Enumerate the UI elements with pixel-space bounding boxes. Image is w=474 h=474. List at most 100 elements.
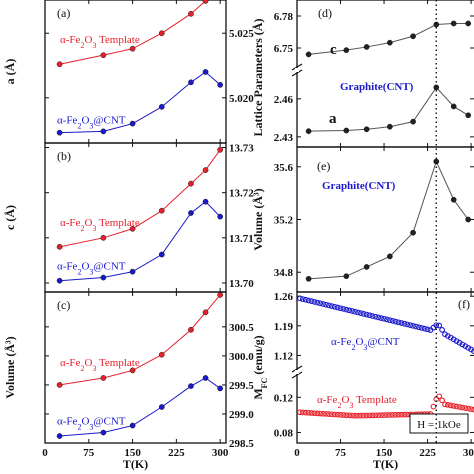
panel-b-label-template: α-Fe2O3 Template (60, 217, 140, 233)
panel-a-label-cnt: α-Fe2O3@CNT (57, 114, 126, 130)
panel-f-series-1-point (308, 410, 315, 416)
panel-d-series-a-line (308, 86, 469, 132)
panel-f-series-0-point (343, 306, 350, 313)
panel-f-series-0-point (404, 321, 411, 328)
panel-f-series-1-point (468, 406, 474, 412)
panel-d-label-graphite: Graphite(CNT) (340, 81, 414, 93)
panel-f-series-1-point (398, 411, 405, 418)
panel-f-series-0-point (401, 320, 408, 327)
panel-d-series-c-point (343, 47, 350, 53)
panel-f-series-0-point (352, 308, 358, 315)
panel-b-series-0-point (100, 234, 107, 241)
panel-c-series-1-point (158, 404, 165, 410)
panel-c-xtick-label: 0 (42, 447, 48, 459)
panel-e-ytick-label: 35.2 (274, 215, 294, 227)
panel-f-label-template: α-Fe2O3 Template (317, 394, 397, 410)
panel-f-series-1-point (369, 412, 376, 419)
panel-c-series-1-point (129, 422, 136, 429)
panel-f-lower-ytick-label: 0.12 (274, 392, 294, 404)
panel-f-series-0-point (340, 306, 347, 312)
panel-f-series-1-point (302, 409, 309, 416)
panel-f-series-0-point (410, 322, 416, 329)
panel-b-ytick-label: 13.70 (229, 278, 254, 290)
panel-d-lower-ytick-label: 2.46 (274, 94, 294, 106)
panel-b-label-cnt: α-Fe2O3@CNT (57, 261, 126, 277)
panel-f-series-1-point (360, 412, 367, 419)
panel-c-series-1-point (202, 375, 209, 381)
panel-f-series-0-point (337, 305, 344, 312)
panel-b-series-1-point (100, 274, 107, 281)
panel-b-series-1-point (188, 210, 194, 216)
panel-d-ylabel: Lattice Parameters (Å) (251, 19, 265, 137)
panel-f-series-1-point (366, 412, 373, 419)
panel-b-series-1-point (217, 213, 224, 220)
panel-e-series-point (410, 229, 416, 236)
panel-a-label-template: α-Fe2O3 Template (60, 34, 140, 50)
panel-label-f: (f) (458, 297, 470, 311)
panel-f-series-1-point (445, 402, 451, 408)
panel-f-series-1-point (465, 405, 472, 412)
panel-a-series-1-point (56, 129, 63, 136)
panel-label-e: (e) (317, 159, 330, 173)
panel-d-series-a-point (305, 128, 312, 135)
panel-f-series-0-point (360, 310, 367, 317)
panel-b-ytick-label: 13.71 (229, 233, 254, 245)
panel-f-series-1-point (453, 403, 460, 410)
panel-a-series-0-line (59, 0, 208, 65)
panel-f-series-1-point (442, 401, 448, 408)
panel-f-series-0-point (413, 323, 419, 330)
panel-f-series-1-point (401, 411, 408, 418)
panel-c-xtick-label: 150 (124, 447, 141, 459)
panel-f-series-0-point (389, 318, 396, 324)
panel-d-upper-ytick-label: 6.75 (274, 43, 294, 55)
panel-c-series-0-point (129, 367, 136, 374)
panel-e-label-graphite: Graphite(CNT) (322, 180, 396, 192)
panel-label-c: (c) (57, 298, 70, 312)
panel-f-xtick-label: 75 (335, 447, 347, 459)
panel-f-series-1-point (456, 404, 463, 410)
panel-c-series-1-point (188, 383, 194, 389)
panel-a-series-1-point (202, 69, 209, 75)
panel-f-xtick-label: 150 (376, 447, 393, 459)
panel-f-series-1-point (357, 412, 364, 419)
panel-f-label-cnt: α-Fe2O3@CNT (331, 336, 400, 352)
panel-f-series-0-point (349, 308, 355, 314)
panel-d-series-a-point (363, 126, 370, 133)
panel-e-ylabel: Volume (Å³) (251, 188, 265, 250)
panel-f-series-0-point (375, 314, 382, 321)
panel-f-series-0-point (305, 297, 312, 304)
panel-a-series-1-point (158, 103, 165, 110)
panel-f-series-0-point (355, 309, 361, 316)
panel-f-series-1-point (320, 410, 326, 417)
panel-f-series-1-point (346, 412, 353, 419)
panel-f-series-0-point (381, 315, 387, 322)
panel-f-series-1-point (299, 409, 306, 416)
panel-f-lower-ytick-label: 0.08 (274, 427, 294, 439)
panel-d-series-c-line (308, 22, 469, 55)
panel-c-series-0-point (56, 382, 63, 388)
panel-c-xtick-label: 300 (212, 447, 229, 459)
panel-f-series-0-point (424, 326, 431, 333)
panel-f-series-0-point (363, 311, 370, 318)
panel-a-series-0-point (100, 52, 107, 59)
panel-e-series-point (450, 196, 457, 203)
panel-f-axis-break (291, 365, 303, 373)
panel-f-series-1-point (343, 412, 350, 419)
panel-d-frame (296, 0, 474, 148)
panel-f-series-0-point (299, 296, 306, 302)
panel-c-xtick-label: 75 (83, 447, 95, 459)
panel-b-ytick-label: 13.73 (229, 143, 254, 155)
panel-f-upper-ytick-label: 1.12 (274, 350, 294, 362)
panel-f-series-0-point (471, 348, 474, 355)
panel-a-series-1-point (100, 128, 107, 135)
panel-f-series-1-point (297, 409, 303, 416)
panel-f-upper-ytick-label: 1.19 (274, 321, 294, 333)
panel-c-xtick-label: 225 (168, 447, 185, 459)
panel-b-series-1-point (202, 198, 209, 205)
panel-c-ytick-label: 300.5 (229, 322, 254, 334)
panel-f-series-0-point (392, 318, 399, 325)
panel-f-series-1-point (328, 411, 335, 418)
panel-f-series-1-point (450, 403, 457, 409)
panel-f-upper-ytick-label: 1.26 (274, 291, 294, 303)
panel-d-series-a-point (387, 123, 393, 130)
